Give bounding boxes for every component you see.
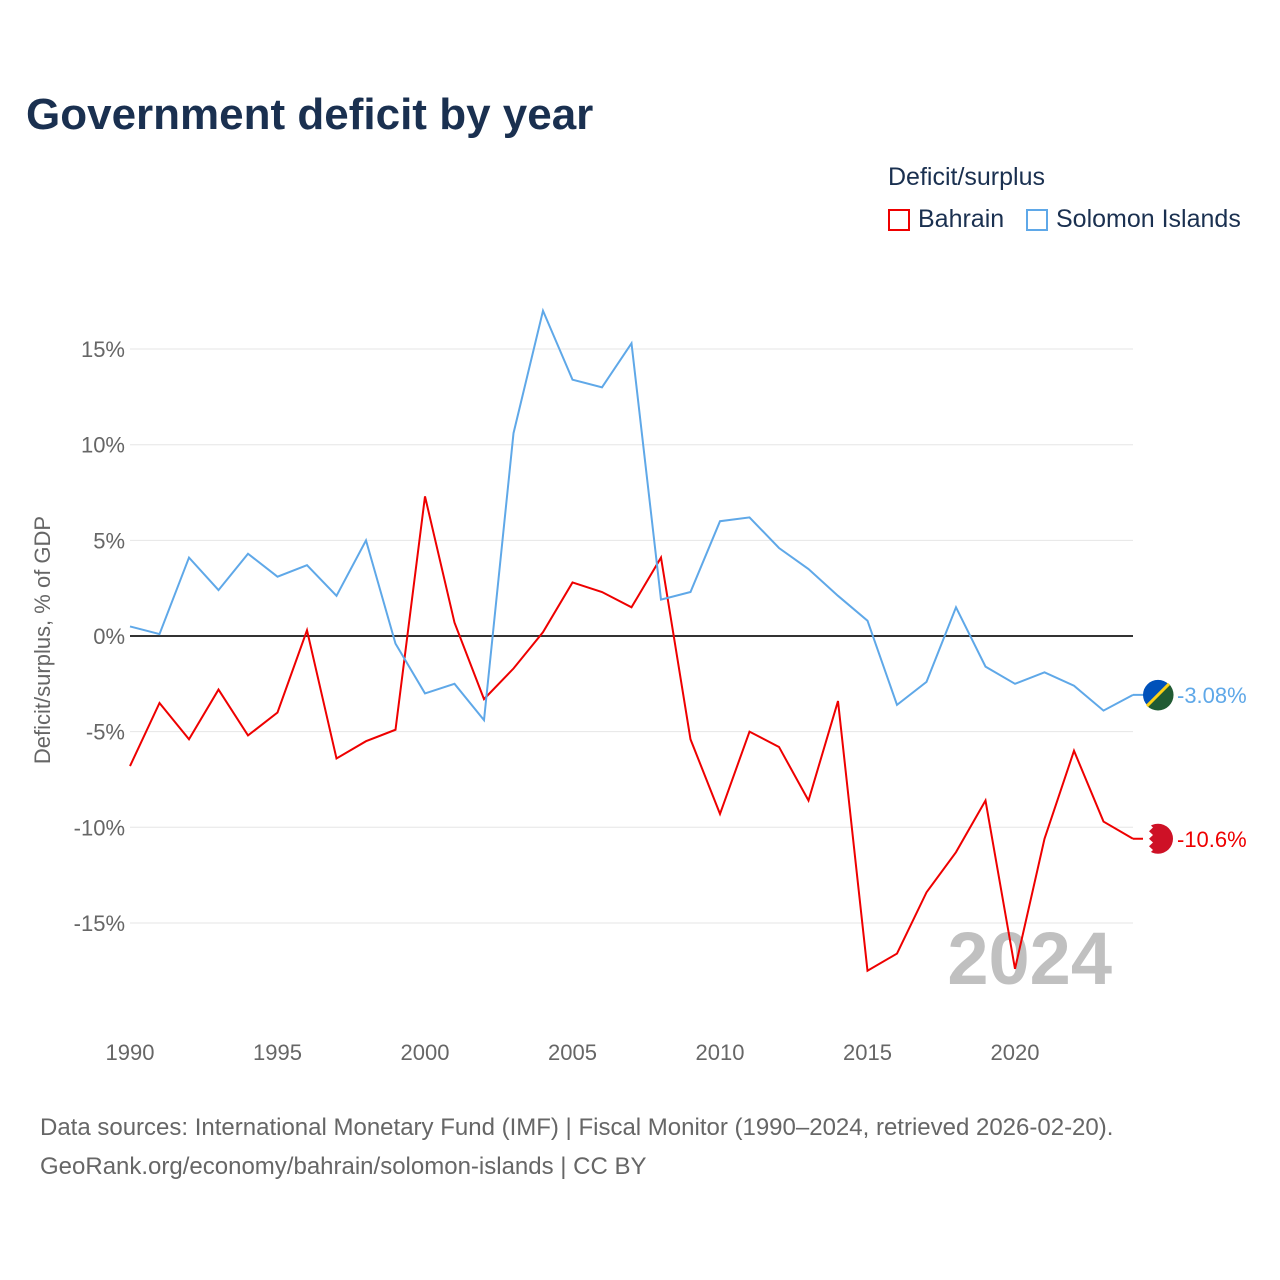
source-line-2: GeoRank.org/economy/bahrain/solomon-isla…: [40, 1153, 647, 1180]
solomon-flag-stripe: [1145, 682, 1171, 707]
legend-title: Deficit/surplus: [888, 163, 1045, 191]
y-axis-label: Deficit/surplus, % of GDP: [30, 516, 55, 764]
series-line-solomon-islands: [129, 307, 1134, 723]
chart-title: Government deficit by year: [26, 90, 594, 139]
legend-item-solomon-islands[interactable]: Solomon Islands: [1026, 205, 1241, 234]
legend-swatch: [888, 208, 910, 231]
year-watermark: 2024: [947, 917, 1112, 1000]
y-tick-label: 5%: [93, 528, 125, 553]
bahrain-flag-icon: [1143, 823, 1173, 854]
end-value-label: -10.6%: [1177, 827, 1247, 852]
solomon-flag-green: [1147, 683, 1174, 711]
x-tick-label: 2005: [548, 1040, 597, 1065]
y-tick-label: 15%: [81, 337, 125, 362]
series-line-bahrain: [129, 496, 1134, 973]
source-line-1: Data sources: International Monetary Fun…: [40, 1114, 1114, 1141]
y-tick-label: 10%: [81, 433, 125, 458]
x-tick-label: 2020: [991, 1040, 1040, 1065]
y-tick-label: -5%: [86, 720, 125, 745]
x-tick-label: 1990: [106, 1040, 155, 1065]
legend-label: Bahrain: [918, 205, 1005, 233]
y-tick-label: -15%: [74, 911, 125, 936]
x-tick-label: 2010: [696, 1040, 745, 1065]
y-tick-label: 0%: [93, 624, 125, 649]
y-tick-label: -10%: [74, 815, 125, 840]
x-tick-label: 2015: [843, 1040, 892, 1065]
legend-item-bahrain[interactable]: Bahrain: [888, 205, 1004, 234]
x-tick-label: 2000: [401, 1040, 450, 1065]
x-tick-label: 1995: [253, 1040, 302, 1065]
bahrain-flag-stripe: [1143, 823, 1153, 854]
source-note: Data sources: International Monetary Fun…: [40, 1108, 1113, 1186]
end-value-label: -3.08%: [1177, 683, 1247, 708]
legend-label: Solomon Islands: [1056, 205, 1241, 233]
legend-swatch: [1026, 208, 1048, 231]
